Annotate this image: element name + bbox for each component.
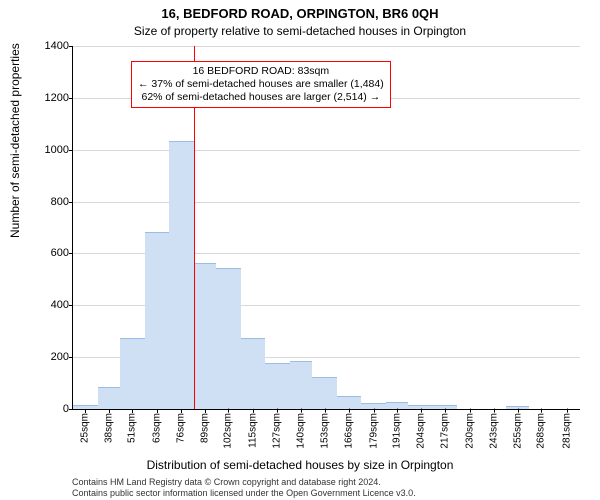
x-tick-label: 38sqm bbox=[103, 413, 114, 443]
x-tick-label: 51sqm bbox=[127, 413, 138, 443]
x-tick-label: 89sqm bbox=[199, 413, 210, 443]
grid-line bbox=[73, 202, 580, 203]
attribution-line-2: Contains public sector information licen… bbox=[72, 488, 600, 498]
x-tick-label: 102sqm bbox=[223, 413, 234, 449]
y-tick-label: 1200 bbox=[45, 92, 69, 104]
histogram-bar bbox=[120, 338, 145, 409]
x-tick-label: 191sqm bbox=[392, 413, 403, 449]
y-tick-label: 1400 bbox=[45, 40, 69, 52]
histogram-bar bbox=[98, 387, 121, 409]
x-tick-label: 115sqm bbox=[247, 413, 258, 448]
x-tick-label: 140sqm bbox=[296, 413, 307, 449]
histogram-bar bbox=[241, 338, 266, 409]
x-tick-label: 153sqm bbox=[319, 413, 330, 449]
histogram-bar bbox=[265, 363, 290, 409]
y-tick-label: 800 bbox=[51, 196, 69, 208]
annotation-line-3: 62% of semi-detached houses are larger (… bbox=[138, 91, 384, 104]
y-tick-label: 1000 bbox=[45, 144, 69, 156]
chart-title: 16, BEDFORD ROAD, ORPINGTON, BR6 0QH bbox=[0, 6, 600, 21]
histogram-bar bbox=[145, 232, 170, 409]
x-tick-label: 217sqm bbox=[440, 413, 451, 449]
histogram-bar bbox=[290, 361, 313, 409]
x-tick-label: 255sqm bbox=[512, 413, 523, 449]
x-tick-label: 63sqm bbox=[151, 413, 162, 443]
histogram-bar bbox=[386, 402, 409, 409]
histogram-chart: 16, BEDFORD ROAD, ORPINGTON, BR6 0QH Siz… bbox=[0, 0, 600, 500]
x-tick-label: 204sqm bbox=[415, 413, 426, 449]
x-tick-label: 179sqm bbox=[368, 413, 379, 449]
histogram-bar bbox=[169, 141, 194, 409]
x-tick-label: 76sqm bbox=[176, 413, 187, 443]
x-tick-label: 166sqm bbox=[344, 413, 355, 449]
x-tick-label: 281sqm bbox=[561, 413, 572, 449]
x-tick-label: 268sqm bbox=[536, 413, 547, 449]
grid-line bbox=[73, 46, 580, 47]
y-axis-label: Number of semi-detached properties bbox=[8, 43, 22, 238]
plot-area: 020040060080010001200140025sqm38sqm51sqm… bbox=[72, 46, 580, 410]
x-axis-label: Distribution of semi-detached houses by … bbox=[0, 458, 600, 472]
histogram-bar bbox=[216, 268, 241, 409]
chart-subtitle: Size of property relative to semi-detach… bbox=[0, 24, 600, 38]
x-tick-label: 243sqm bbox=[489, 413, 500, 449]
histogram-bar bbox=[194, 263, 217, 409]
y-tick-label: 400 bbox=[51, 299, 69, 311]
annotation-line-2: ← 37% of semi-detached houses are smalle… bbox=[138, 78, 384, 91]
y-tick-label: 600 bbox=[51, 247, 69, 259]
grid-line bbox=[73, 150, 580, 151]
attribution-line-1: Contains HM Land Registry data © Crown c… bbox=[72, 477, 600, 487]
histogram-bar bbox=[312, 377, 337, 409]
x-tick-label: 25sqm bbox=[80, 413, 91, 443]
annotation-line-1: 16 BEDFORD ROAD: 83sqm bbox=[138, 65, 384, 78]
y-tick-label: 0 bbox=[63, 403, 69, 415]
x-tick-label: 230sqm bbox=[464, 413, 475, 449]
x-tick-label: 127sqm bbox=[272, 413, 283, 449]
histogram-bar bbox=[337, 396, 362, 409]
y-tick-label: 200 bbox=[51, 351, 69, 363]
attribution: Contains HM Land Registry data © Crown c… bbox=[0, 477, 600, 498]
annotation-box: 16 BEDFORD ROAD: 83sqm← 37% of semi-deta… bbox=[131, 61, 391, 108]
